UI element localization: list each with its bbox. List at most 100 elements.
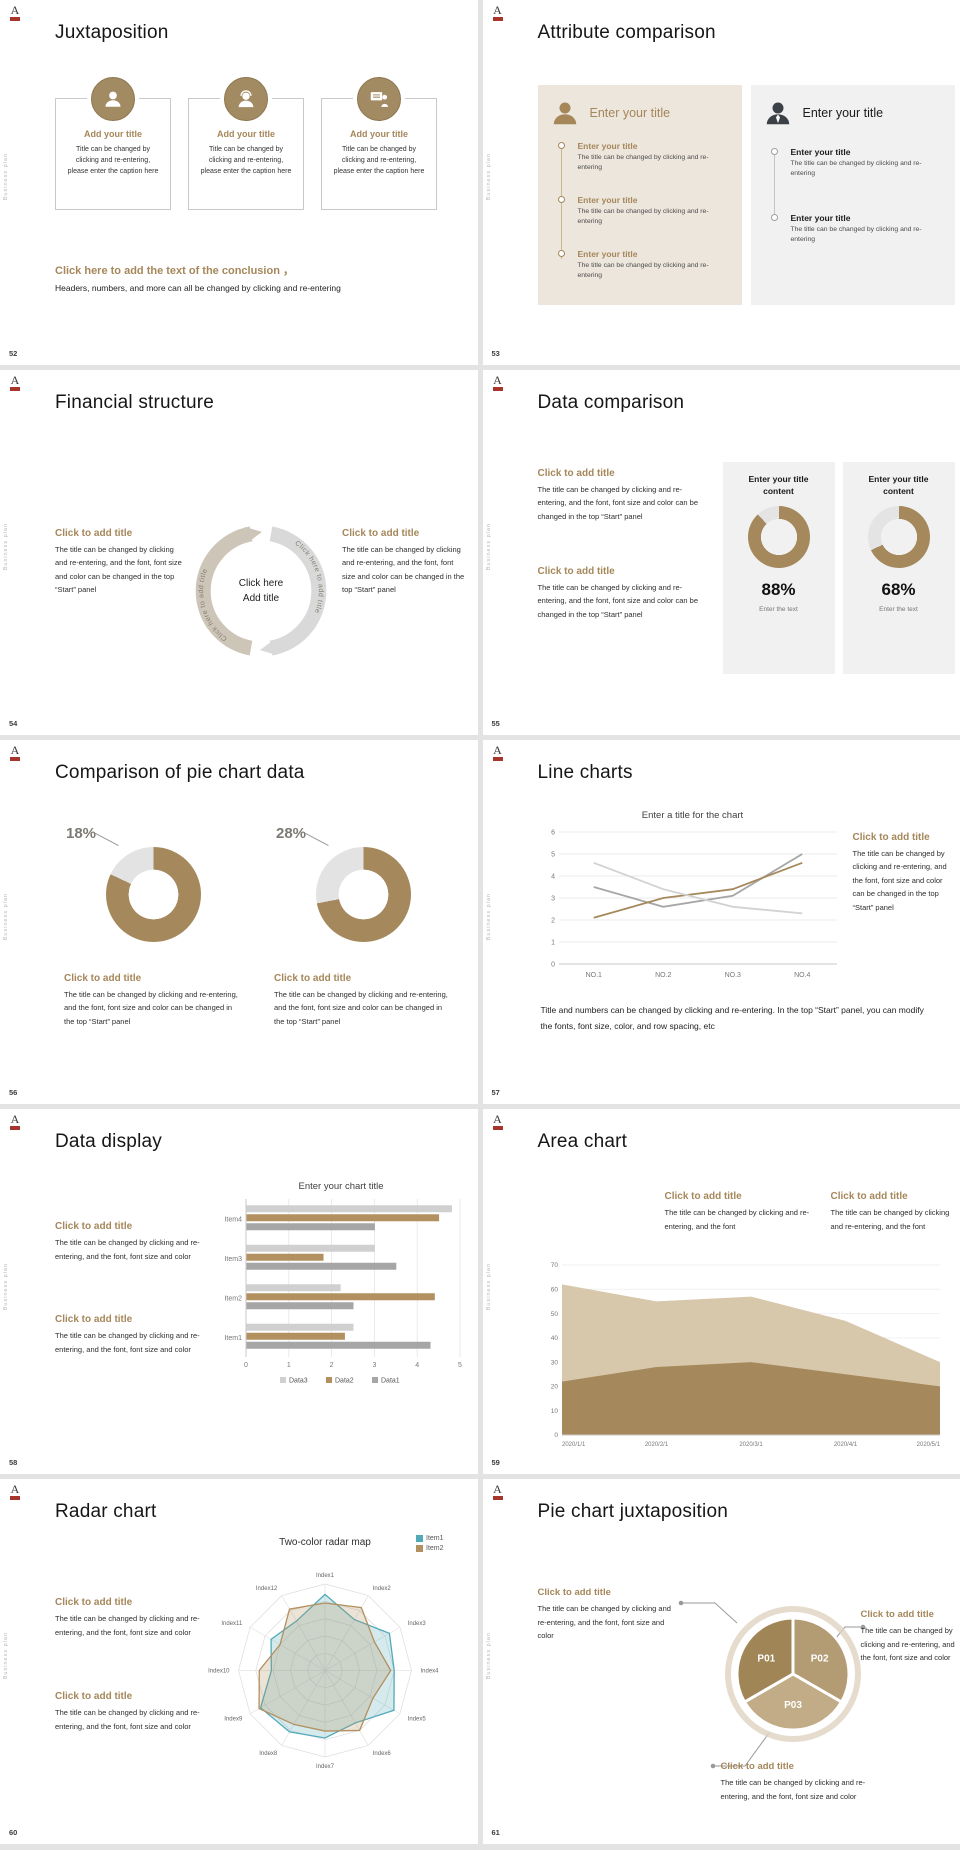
svg-text:10: 10 <box>550 1408 558 1415</box>
svg-text:Index4: Index4 <box>421 1669 440 1675</box>
feature-card: Add your title Title can be changed by c… <box>55 77 171 210</box>
slide-title: Area chart <box>537 1131 628 1153</box>
svg-text:3: 3 <box>551 895 555 902</box>
block-body: The title can be changed by clicking and… <box>274 989 448 1026</box>
svg-text:Index10: Index10 <box>208 1669 230 1675</box>
logo-mark <box>10 386 20 391</box>
block-heading: Click to add title <box>664 1191 742 1203</box>
page-number: 57 <box>491 1088 500 1098</box>
page-number: 54 <box>9 718 18 728</box>
page-number: 58 <box>9 1458 18 1468</box>
slide-thumbnail-53[interactable]: A Business plan 53 Attribute comparison … <box>482 0 960 365</box>
slide-thumbnail-57[interactable]: A Business plan 57 Line charts Enter a t… <box>482 739 960 1105</box>
block-body: The title can be changed by clicking and… <box>720 1778 866 1801</box>
timeline-item: Enter your title The title can be change… <box>770 147 943 179</box>
donut-chart <box>106 846 201 942</box>
svg-text:40: 40 <box>550 1335 558 1342</box>
block-body: The title can be changed by clicking and… <box>537 582 699 619</box>
block-body: The title can be changed by clicking and… <box>55 1614 200 1637</box>
timeline-line <box>560 147 562 259</box>
slide-thumbnail-52[interactable]: A Business plan 52 Juxtaposition Add you… <box>0 0 478 365</box>
pointer-line <box>305 832 329 846</box>
percentage-value: 88% <box>761 579 796 599</box>
slide-thumbnail-54[interactable]: A Business plan 54 Financial structure C… <box>0 369 478 735</box>
card-caption: Title can be changed by clicking and re-… <box>67 146 159 176</box>
logo-letter: A <box>10 3 20 17</box>
bar-chart: 0 1 2 3 4 5 Item1 Item2 Item3 Item4 Data3 Data2 Data… <box>212 1195 470 1387</box>
line-chart: 0 1 2 3 4 5 6 NO.1 NO.2 NO.3 NO.4 <box>543 824 843 982</box>
svg-text:2020/2/1: 2020/2/1 <box>644 1442 668 1448</box>
slide-thumbnail-55[interactable]: A Business plan 55 Data comparison Click… <box>482 369 960 735</box>
comparison-panel-right: Enter your title Enter your title The ti… <box>750 85 955 305</box>
block-heading: Click to add title <box>55 1597 133 1609</box>
svg-text:2020/3/1: 2020/3/1 <box>739 1442 763 1448</box>
logo-mark <box>10 756 20 761</box>
percentage-label: 28% <box>276 824 307 842</box>
slide-thumbnail-60[interactable]: A Business plan 60 Radar chart Click to … <box>0 1479 478 1844</box>
svg-text:Item4: Item4 <box>224 1217 242 1224</box>
svg-text:2: 2 <box>330 1362 334 1369</box>
text-block: Click to add title The title can be chan… <box>831 1191 953 1233</box>
legend-label: Item2 <box>426 1545 444 1553</box>
slide-thumbnail-59[interactable]: A Business plan 59 Area chart Click to a… <box>482 1109 960 1475</box>
bullet-dot-icon <box>557 196 565 203</box>
block-body: The title can be changed by clicking and… <box>55 1331 200 1354</box>
pointer-line <box>95 832 119 846</box>
brand-logo: A <box>490 1482 506 1501</box>
panel-heading: Enter your title content <box>748 473 809 496</box>
block-heading: Click to add title <box>720 1761 794 1773</box>
svg-text:Index9: Index9 <box>224 1716 243 1722</box>
block-heading: Click to add title <box>852 831 930 843</box>
svg-text:0: 0 <box>244 1362 248 1369</box>
slide-thumbnail-61[interactable]: A Business plan 61 Pie chart juxtapositi… <box>482 1479 960 1844</box>
chart-legend: Item1 Item2 <box>416 1535 444 1555</box>
logo-mark <box>492 1126 503 1131</box>
text-block: Click to add title The title can be chan… <box>342 528 468 597</box>
brand-logo: A <box>7 1113 23 1131</box>
feature-card: Add your title Title can be changed by c… <box>188 77 304 210</box>
block-heading: Click to add title <box>537 565 615 577</box>
svg-text:60: 60 <box>550 1287 558 1294</box>
card-title: Add your title <box>350 129 408 139</box>
page-number: 55 <box>491 718 500 728</box>
svg-text:Data3: Data3 <box>289 1378 308 1385</box>
block-body: The title can be changed by clicking and… <box>852 848 947 912</box>
brand-logo: A <box>490 1113 506 1131</box>
timeline-item: Enter your title The title can be change… <box>557 195 730 227</box>
sidebar-vertical-text: Business plan <box>3 153 9 201</box>
presenter-icon <box>357 77 401 121</box>
logo-letter: A <box>493 742 502 757</box>
item-caption: The title can be changed by clicking and… <box>577 208 709 226</box>
item-title: Enter your title <box>790 213 851 223</box>
panel-caption: Enter the text <box>879 605 918 613</box>
slide-thumbnail-58[interactable]: A Business plan 58 Data display Click to… <box>0 1109 478 1475</box>
item-title: Enter your title <box>790 147 851 157</box>
item-caption: The title can be changed by clicking and… <box>790 160 922 178</box>
slide-title: Radar chart <box>55 1501 157 1523</box>
logo-mark <box>492 17 503 21</box>
brand-logo: A <box>7 3 23 21</box>
svg-text:Index12: Index12 <box>256 1586 278 1592</box>
text-block: Click to add title The title can be chan… <box>55 1314 205 1356</box>
item-caption: The title can be changed by clicking and… <box>577 262 709 280</box>
item-caption: The title can be changed by clicking and… <box>577 154 709 172</box>
logo-letter: A <box>10 742 20 757</box>
slide-title: Financial structure <box>55 391 215 413</box>
svg-text:5: 5 <box>551 851 555 858</box>
logo-letter: A <box>493 3 502 17</box>
text-block: Click to add title The title can be chan… <box>538 468 706 524</box>
svg-text:Data2: Data2 <box>335 1378 354 1385</box>
sidebar-vertical-text: Business plan <box>3 1262 9 1310</box>
block-heading: Click to add title <box>537 467 615 479</box>
svg-text:NO.4: NO.4 <box>794 972 810 979</box>
logo-mark <box>10 1496 20 1501</box>
page-number: 56 <box>9 1088 18 1098</box>
svg-text:30: 30 <box>550 1360 558 1367</box>
logo-letter: A <box>493 1482 502 1497</box>
sidebar-vertical-text: Business plan <box>485 892 492 941</box>
stat-panel: Enter your title content 88% Enter the t… <box>722 461 835 674</box>
block-body: The title can be changed by clicking and… <box>860 1626 955 1663</box>
percentage-value: 68% <box>881 579 916 599</box>
legend-label: Item1 <box>426 1535 444 1543</box>
slide-thumbnail-56[interactable]: A Business plan 56 Comparison of pie cha… <box>0 739 478 1105</box>
